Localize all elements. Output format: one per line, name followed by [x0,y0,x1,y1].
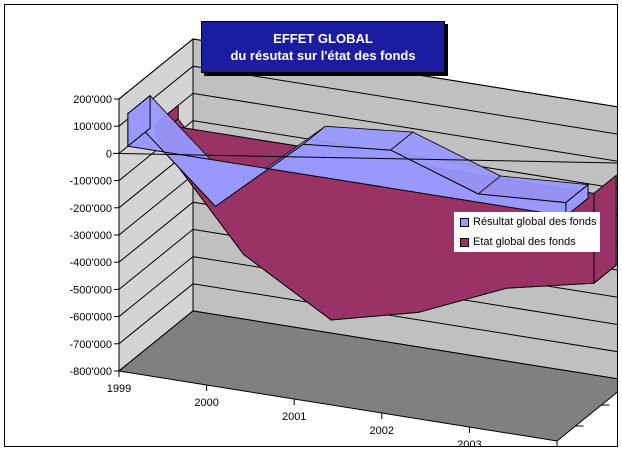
y-tick-label: -400'000 [70,257,112,269]
legend-label-series-1: Résultat global des fonds [473,216,597,228]
x-tick-label: 2000 [194,397,218,409]
chart-plot: -800'000 -700'000 -600'000 -500'000 -400'000… [70,37,617,447]
gridline [118,256,617,325]
chart-subtitle: du résutat sur l'état des fonds [230,48,416,63]
series-1-end-cap [565,183,589,218]
chart-legend: Résultat global des fonds Etat global de… [454,212,600,252]
y-tick-label: -600'000 [70,312,112,324]
x-tick-label: 2003 [457,439,481,447]
y-tick-label: -200'000 [70,203,112,215]
y-tick-label: -300'000 [70,230,112,242]
floor [117,310,617,442]
y-tick-label: -800'000 [70,366,112,378]
chart-title: EFFET GLOBAL [273,31,373,46]
y-tick-label: -700'000 [70,339,112,351]
legend-swatch-series-1 [460,217,469,227]
x-tick-label: 2002 [370,425,394,437]
series-1-start-cap [127,94,151,148]
gridline [118,283,617,353]
legend-item-series-2: Etat global des fonds [454,232,600,252]
chart-title-box: EFFET GLOBAL du résutat sur l'état des f… [201,21,445,73]
legend-item-series-1: Résultat global des fonds [454,212,600,232]
chart-area: -800'000 -700'000 -600'000 -500'000 -400'000… [4,4,618,447]
x-tick-label: 1999 [107,383,131,395]
gridline [118,120,617,189]
zero-axis-line [112,152,617,164]
legend-swatch-series-2 [460,237,469,247]
y-tick-label: -500'000 [70,284,112,296]
y-tick-label: 200'000 [73,94,112,106]
y-tick-label: 100'000 [73,121,112,133]
x-tick-label: 2001 [282,411,306,423]
legend-label-series-2: Etat global des fonds [473,236,576,248]
series-2-end-cap [593,174,617,285]
y-tick-label: -100'000 [70,176,112,188]
y-tick-label: 0 [106,148,112,160]
gridline [118,38,617,108]
